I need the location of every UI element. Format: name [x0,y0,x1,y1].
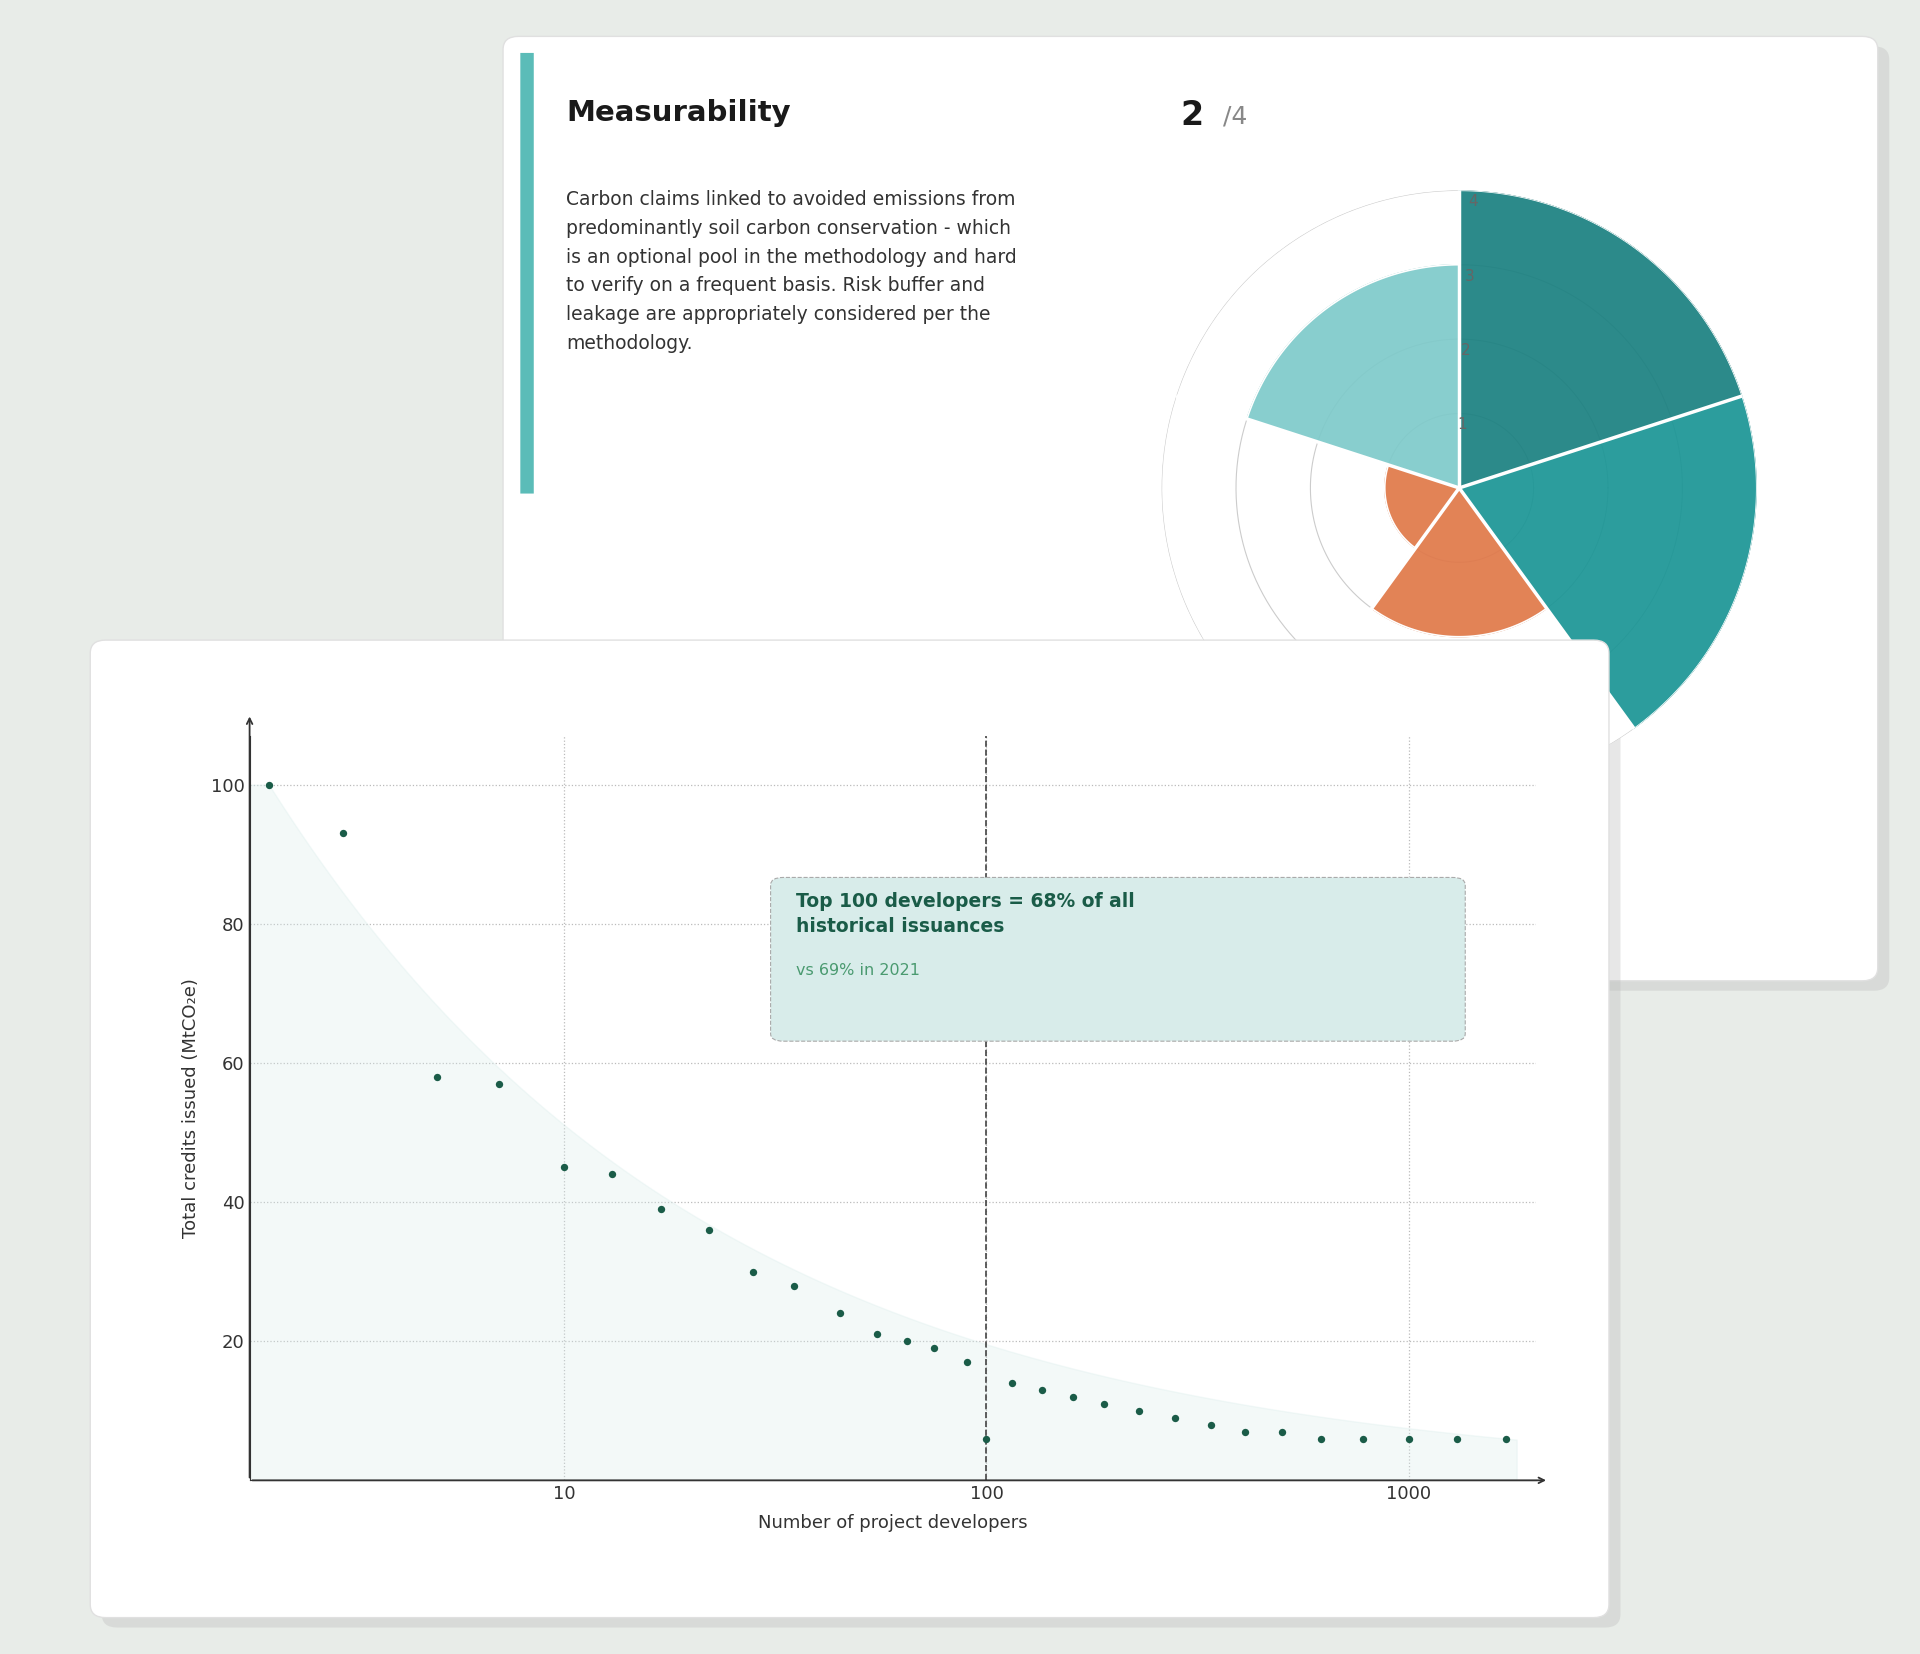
Point [1058,1384,1089,1411]
Point [328,820,359,847]
Polygon shape [1459,190,1741,488]
X-axis label: Number of project developers: Number of project developers [758,1515,1027,1532]
Point [1442,1426,1473,1452]
Point [952,1350,983,1376]
FancyBboxPatch shape [770,877,1465,1042]
Text: /4: /4 [1223,104,1248,129]
Point [597,1161,628,1188]
Point [826,1300,856,1327]
Point [253,771,284,797]
Point [422,1064,453,1090]
Polygon shape [1384,465,1459,547]
Point [780,1272,810,1298]
Point [862,1322,893,1348]
Text: 4: 4 [1469,195,1478,210]
Polygon shape [1371,488,1548,637]
Text: vs 69% in 2021: vs 69% in 2021 [797,963,920,978]
Text: 1: 1 [1457,417,1467,432]
Polygon shape [1246,265,1459,488]
Point [918,1335,948,1361]
Polygon shape [1459,395,1757,729]
Point [972,1426,1002,1452]
Point [484,1070,515,1097]
Text: 2: 2 [1181,99,1204,132]
Point [893,1328,924,1355]
Point [1267,1419,1298,1446]
Point [647,1196,678,1222]
Point [1348,1426,1379,1452]
Point [1394,1426,1425,1452]
Point [693,1217,724,1244]
Text: Carbon claims linked to avoided emissions from
predominantly soil carbon conserv: Carbon claims linked to avoided emission… [566,190,1018,352]
Point [1025,1376,1056,1403]
Text: Top 100 developers = 68% of all
historical issuances: Top 100 developers = 68% of all historic… [797,893,1135,936]
Point [737,1259,768,1285]
Point [1231,1419,1261,1446]
Text: 2: 2 [1461,342,1471,357]
Point [549,1154,580,1181]
Y-axis label: Total credits issued (MtCO₂e): Total credits issued (MtCO₂e) [182,978,200,1239]
Point [1196,1411,1227,1437]
Point [996,1370,1027,1396]
Text: 1 - Unsatisfactory, 2 - Low, 3 - Medium, 4 - High: 1 - Unsatisfactory, 2 - Low, 3 - Medium,… [883,916,1315,935]
Point [1160,1404,1190,1431]
Text: 3: 3 [1465,268,1475,283]
Point [1306,1426,1336,1452]
Text: Measurability: Measurability [566,99,791,127]
Point [1490,1426,1521,1452]
Point [1089,1391,1119,1417]
Point [1123,1398,1154,1424]
